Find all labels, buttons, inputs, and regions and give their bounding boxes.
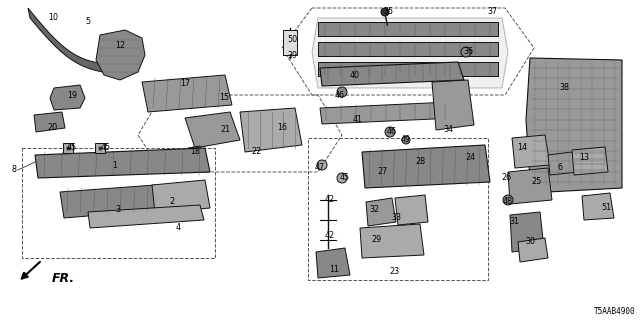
- Polygon shape: [28, 8, 110, 72]
- Polygon shape: [510, 212, 544, 252]
- Text: 29: 29: [371, 236, 381, 244]
- Polygon shape: [96, 30, 145, 80]
- Text: 6: 6: [557, 164, 563, 172]
- Text: 14: 14: [517, 143, 527, 153]
- Text: 27: 27: [377, 167, 387, 177]
- Text: 12: 12: [115, 41, 125, 50]
- Circle shape: [337, 87, 347, 97]
- Polygon shape: [366, 198, 396, 226]
- Polygon shape: [360, 224, 424, 258]
- Text: 28: 28: [415, 157, 425, 166]
- Circle shape: [337, 173, 347, 183]
- Polygon shape: [572, 147, 608, 175]
- Bar: [283, 30, 297, 55]
- Text: 20: 20: [47, 124, 57, 132]
- Polygon shape: [318, 42, 498, 56]
- Text: 21: 21: [220, 125, 230, 134]
- Circle shape: [385, 127, 395, 137]
- Polygon shape: [362, 145, 490, 188]
- Text: 8: 8: [12, 165, 17, 174]
- Text: 22: 22: [251, 148, 261, 156]
- Bar: [63, 143, 73, 153]
- Polygon shape: [318, 22, 498, 36]
- Text: 2: 2: [170, 197, 175, 206]
- Text: 45: 45: [340, 173, 350, 182]
- Circle shape: [503, 195, 513, 205]
- Text: 18: 18: [190, 148, 200, 156]
- Circle shape: [461, 47, 471, 57]
- Text: 31: 31: [509, 218, 519, 227]
- Text: 32: 32: [369, 205, 379, 214]
- Text: 17: 17: [180, 78, 190, 87]
- Text: 25: 25: [531, 178, 541, 187]
- Text: 46: 46: [335, 91, 345, 100]
- Circle shape: [381, 8, 389, 16]
- Text: 30: 30: [525, 237, 535, 246]
- Polygon shape: [526, 58, 622, 192]
- Text: FR.: FR.: [52, 271, 75, 284]
- Circle shape: [317, 160, 327, 170]
- Polygon shape: [34, 112, 65, 132]
- Text: 10: 10: [48, 13, 58, 22]
- Text: 5: 5: [85, 18, 91, 27]
- Text: 11: 11: [329, 266, 339, 275]
- Polygon shape: [582, 193, 614, 220]
- Text: 38: 38: [559, 84, 569, 92]
- Text: 37: 37: [487, 7, 497, 17]
- Text: 34: 34: [443, 125, 453, 134]
- Polygon shape: [88, 205, 204, 228]
- Text: 1: 1: [113, 161, 118, 170]
- Text: 51: 51: [601, 204, 611, 212]
- Text: 16: 16: [277, 124, 287, 132]
- Text: 49: 49: [401, 135, 411, 145]
- Polygon shape: [142, 75, 232, 112]
- Polygon shape: [518, 238, 548, 262]
- Text: 26: 26: [501, 173, 511, 182]
- Text: 50: 50: [287, 36, 297, 44]
- Polygon shape: [50, 85, 85, 110]
- Text: 24: 24: [465, 154, 475, 163]
- Polygon shape: [508, 168, 552, 204]
- Text: 23: 23: [389, 268, 399, 276]
- Text: 46: 46: [387, 127, 397, 137]
- Polygon shape: [316, 248, 350, 278]
- Polygon shape: [395, 195, 428, 225]
- Text: 33: 33: [391, 213, 401, 222]
- Polygon shape: [152, 180, 210, 213]
- Text: 42: 42: [325, 196, 335, 204]
- Text: 19: 19: [67, 91, 77, 100]
- Polygon shape: [512, 135, 550, 168]
- Polygon shape: [320, 102, 456, 124]
- Polygon shape: [320, 62, 464, 86]
- Polygon shape: [240, 108, 302, 152]
- Polygon shape: [35, 148, 210, 178]
- Text: 15: 15: [219, 93, 229, 102]
- Text: 40: 40: [350, 70, 360, 79]
- Text: 39: 39: [287, 52, 297, 60]
- Text: 48: 48: [503, 197, 513, 206]
- Text: 45: 45: [67, 143, 77, 153]
- Circle shape: [402, 136, 410, 144]
- Text: 41: 41: [353, 116, 363, 124]
- Polygon shape: [185, 112, 240, 148]
- Polygon shape: [188, 146, 204, 165]
- Text: 36: 36: [463, 47, 473, 57]
- Text: T5AAB4900: T5AAB4900: [595, 307, 636, 316]
- Bar: [95, 143, 105, 153]
- Polygon shape: [60, 185, 160, 218]
- Text: 47: 47: [315, 164, 325, 172]
- Polygon shape: [312, 18, 508, 88]
- Text: 3: 3: [115, 205, 120, 214]
- Polygon shape: [548, 152, 578, 175]
- Text: 13: 13: [579, 154, 589, 163]
- Text: 35: 35: [383, 7, 393, 17]
- Text: 42: 42: [325, 230, 335, 239]
- Polygon shape: [318, 62, 498, 76]
- Polygon shape: [432, 80, 474, 130]
- Text: 45: 45: [101, 143, 111, 153]
- Text: 4: 4: [175, 223, 180, 233]
